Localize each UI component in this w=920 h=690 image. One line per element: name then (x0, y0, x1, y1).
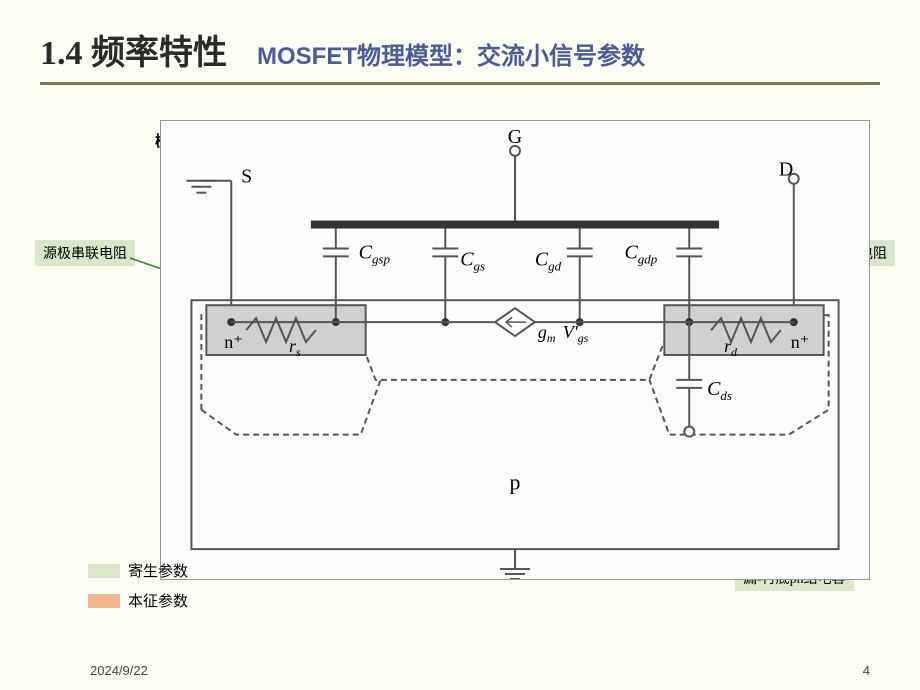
cgdp-sym: C (625, 241, 639, 263)
vgs-sym: V' (563, 322, 579, 342)
legend-intrinsic: 本征参数 (88, 590, 188, 611)
footer: 2024/9/22 4 (90, 663, 870, 678)
svg-text:Cgd: Cgd (535, 248, 562, 273)
nplus-s: n⁺ (224, 332, 242, 352)
svg-text:Cgdp: Cgdp (625, 241, 658, 266)
cgd-sub: gd (548, 258, 561, 273)
vgs-sub: gs (578, 331, 589, 345)
label-rs: 源极串联电阻 (43, 247, 127, 262)
cgsp-sub: gsp (372, 251, 391, 266)
svg-text:Cgsp: Cgsp (359, 241, 391, 266)
legend-swatch-parasitic (88, 564, 120, 578)
cgdp-sub: gdp (638, 251, 658, 266)
label-rs-box: 源极串联电阻 (35, 240, 135, 266)
footer-page: 4 (863, 663, 870, 678)
terminal-s: S (241, 166, 252, 188)
legend-parasitic-text: 寄生参数 (128, 560, 188, 581)
svg-text:Cgs: Cgs (460, 248, 485, 273)
cds-sym: C (707, 378, 721, 400)
legend-intrinsic-text: 本征参数 (128, 590, 188, 611)
nplus-d: n⁺ (791, 332, 809, 352)
title-row: 1.4 频率特性 MOSFET物理模型：交流小信号参数 (40, 25, 880, 85)
p-label: p (510, 469, 521, 494)
cgd-sym: C (535, 248, 549, 270)
schematic-svg: p n⁺ n⁺ G S (161, 121, 869, 579)
gm-sym: g (538, 322, 547, 342)
legend-parasitic: 寄生参数 (88, 560, 188, 581)
cds-sub: ds (720, 388, 732, 403)
rd-sub: d (731, 345, 737, 359)
cgs-sym: C (460, 248, 474, 270)
terminal-g: G (508, 126, 522, 148)
schematic: p n⁺ n⁺ G S (160, 120, 870, 580)
cgs-sub: gs (474, 258, 486, 273)
rs-sub: s (296, 345, 301, 359)
terminal-d: D (779, 159, 793, 181)
diagram-area: 栅源交叠电容 栅漏交叠电容 栅源电容 栅漏电容 源极串联电阻 漏极串联电阻 跨导… (40, 100, 880, 640)
sub-title: MOSFET物理模型：交流小信号参数 (257, 36, 645, 71)
cgsp-sym: C (359, 241, 373, 263)
main-title: 1.4 频率特性 (40, 25, 227, 74)
footer-date: 2024/9/22 (90, 663, 148, 678)
gm-sub: m (547, 331, 556, 345)
legend-swatch-intrinsic (88, 594, 120, 608)
